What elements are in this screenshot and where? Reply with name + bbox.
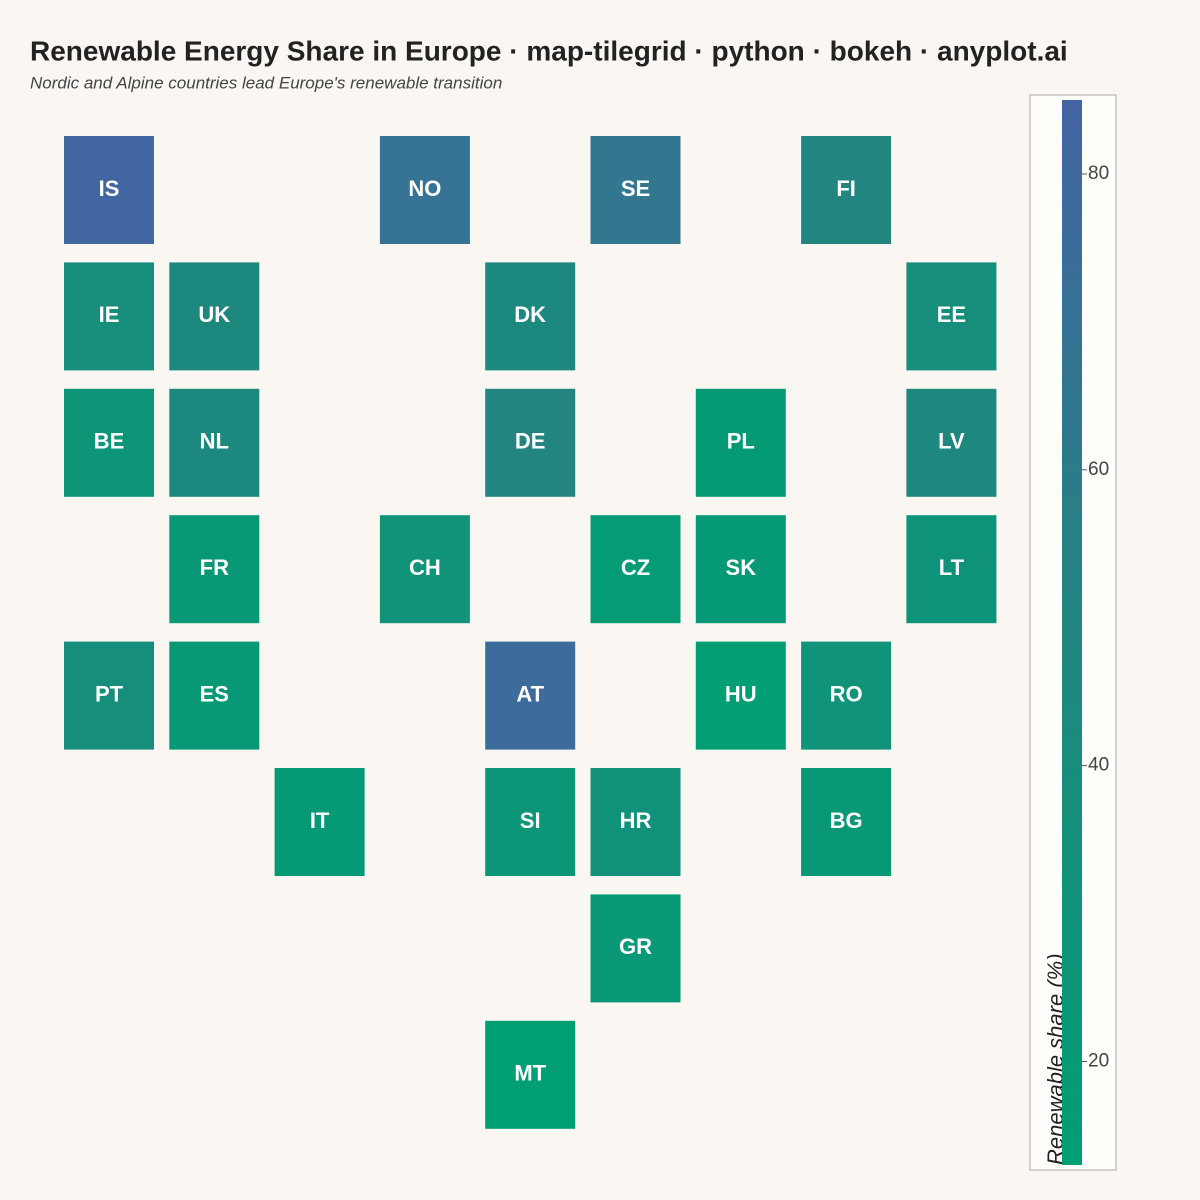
tile-label: MT — [514, 1061, 546, 1086]
tile-label: HR — [620, 808, 652, 833]
tile — [485, 768, 576, 876]
tile-label: SI — [520, 808, 541, 833]
tile — [906, 515, 997, 624]
tile-label: AT — [516, 681, 544, 706]
tile — [590, 515, 681, 624]
tile — [379, 515, 470, 624]
tile — [695, 515, 786, 624]
tile — [64, 262, 154, 371]
colorbar — [1062, 100, 1082, 1165]
tile-label: NO — [408, 176, 441, 201]
tile-label: PT — [95, 681, 124, 706]
chart-title: Renewable Energy Share in Europe · map-t… — [30, 35, 1068, 66]
tile-label: IT — [310, 808, 330, 833]
tile-label: EE — [937, 302, 966, 327]
tile-label: BE — [94, 429, 125, 454]
tile — [801, 768, 892, 876]
tile-label: LV — [938, 429, 965, 454]
colorbar-tick-label: 80 — [1088, 163, 1109, 184]
tile — [801, 641, 892, 750]
tile-label: DK — [514, 302, 546, 327]
tile-label: CZ — [621, 555, 650, 580]
colorbar-tick-label: 60 — [1088, 459, 1109, 480]
tile-label: PL — [727, 429, 755, 454]
tile — [274, 768, 365, 876]
tile-label: DE — [515, 429, 546, 454]
chart-subtitle: Nordic and Alpine countries lead Europe'… — [30, 73, 502, 92]
tile — [906, 388, 997, 497]
tile — [485, 262, 576, 371]
tile-label: IE — [99, 302, 120, 327]
tile — [801, 136, 892, 244]
tile — [379, 136, 470, 244]
tile — [485, 1020, 576, 1129]
tile-label: SE — [621, 176, 650, 201]
tile-label: RO — [830, 681, 863, 706]
tile — [64, 136, 154, 244]
tile-label: NL — [200, 429, 229, 454]
tile-label: IS — [99, 176, 120, 201]
tile — [590, 768, 681, 876]
tile — [695, 641, 786, 750]
tile-label: FI — [836, 176, 856, 201]
tile-label: GR — [619, 934, 652, 959]
tile — [64, 388, 154, 497]
tile — [906, 262, 997, 371]
tile-label: BG — [830, 808, 863, 833]
tile-label: UK — [198, 302, 230, 327]
tile-label: ES — [200, 681, 229, 706]
tile — [169, 388, 260, 497]
tile — [485, 388, 576, 497]
tile — [590, 894, 681, 1003]
tile — [169, 262, 260, 371]
tile — [64, 641, 154, 750]
tile — [169, 515, 260, 624]
tile — [485, 641, 576, 750]
tile-label: CH — [409, 555, 441, 580]
tile-label: SK — [726, 555, 757, 580]
colorbar-tick-label: 40 — [1088, 755, 1109, 776]
colorbar-tick-label: 20 — [1088, 1050, 1109, 1071]
tile-label: HU — [725, 681, 757, 706]
tile — [590, 136, 681, 244]
tile — [695, 388, 786, 497]
tile-label: LT — [939, 555, 965, 580]
tile-label: FR — [200, 555, 229, 580]
tile — [169, 641, 260, 750]
